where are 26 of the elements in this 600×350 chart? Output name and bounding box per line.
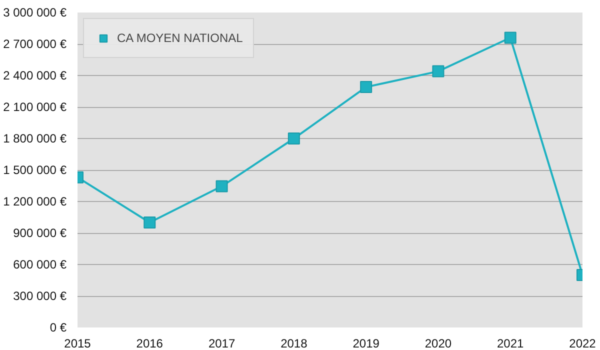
y-tick-label: 0 € [50, 320, 67, 334]
y-tick-label: 1 500 000 € [3, 163, 67, 177]
y-tick-label: 600 000 € [13, 258, 67, 272]
point [360, 81, 372, 94]
y-tick-label: 300 000 € [13, 289, 67, 303]
point [216, 180, 228, 192]
y-tick-label: 2 700 000 € [3, 37, 67, 51]
y-tick-label: 2 100 000 € [3, 100, 67, 114]
x-tick-label: 2015 [64, 336, 92, 350]
point [504, 32, 516, 44]
x-tick-label: 2018 [280, 336, 308, 350]
y-tick-label: 2 400 000 € [3, 68, 67, 82]
y-tick-label: 3 000 000 € [3, 6, 67, 20]
point [432, 65, 444, 78]
legend-label: CA MOYEN NATIONAL [117, 31, 243, 45]
x-tick-label: 2016 [136, 336, 164, 350]
y-tick-label: 1 200 000 € [3, 194, 67, 208]
x-tick-label: 2022 [569, 336, 596, 350]
point [144, 216, 156, 228]
y-tick-label: 1 800 000 € [3, 132, 67, 146]
y-tick-label: 900 000 € [13, 226, 67, 240]
x-tick-label: 2017 [208, 336, 236, 350]
x-tick-label: 2021 [497, 336, 524, 350]
x-tick-label: 2020 [424, 336, 452, 350]
x-tick-label: 2019 [352, 336, 380, 350]
point [288, 132, 300, 144]
